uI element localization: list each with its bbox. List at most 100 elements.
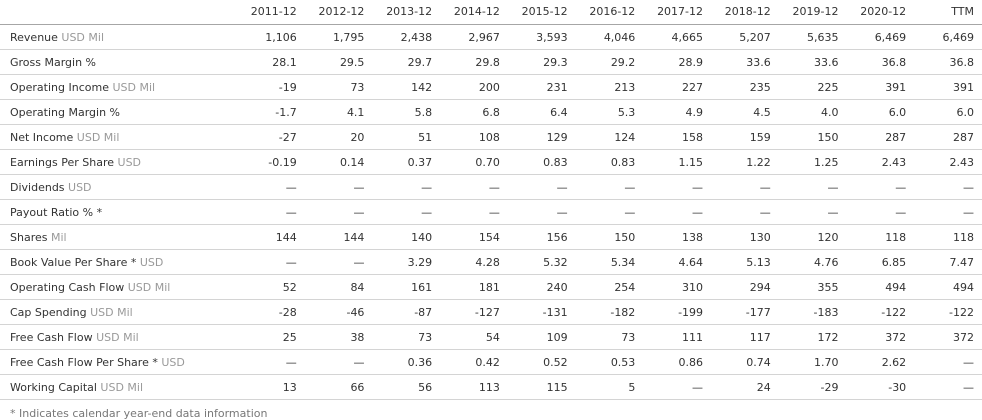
value-cell: 0.86 — [643, 349, 712, 375]
metric-unit: USD Mil — [57, 31, 105, 44]
calendar-year-footnote: * Indicates calendar year-end data infor… — [10, 407, 268, 420]
value-cell: 159 — [711, 124, 779, 150]
metric-label: Shares Mil — [0, 224, 237, 250]
period-column-header: 2013-12 — [372, 0, 441, 25]
metric-name: Revenue — [10, 31, 58, 44]
value-cell: -28 — [237, 299, 305, 325]
value-cell: 117 — [711, 324, 779, 350]
metric-name: Operating Cash Flow — [10, 281, 125, 294]
metric-unit: USD — [136, 256, 164, 269]
value-cell: — — [711, 199, 779, 225]
value-cell: 29.5 — [304, 49, 373, 75]
metric-label: Net Income USD Mil — [0, 124, 237, 150]
value-cell: 1.25 — [778, 149, 847, 175]
metric-label: Book Value Per Share * USD — [0, 249, 237, 275]
value-cell: — — [440, 199, 508, 225]
metric-name: Gross Margin % — [10, 56, 97, 69]
value-cell: -0.19 — [237, 149, 305, 175]
value-cell: — — [304, 349, 373, 375]
table-row: Book Value Per Share * USD — —3.29 4.28 5.32… — [0, 249, 982, 275]
metric-label: Revenue USD Mil — [0, 24, 237, 50]
value-cell: 294 — [711, 274, 779, 300]
value-cell: 0.37 — [372, 149, 441, 175]
value-cell: 4.76 — [778, 249, 847, 275]
value-cell: 254 — [575, 274, 644, 300]
value-cell: — — [914, 374, 982, 400]
value-cell: 129 — [507, 124, 576, 150]
period-column-header: 2020-12 — [846, 0, 915, 25]
value-cell: 494 — [846, 274, 915, 300]
period-column-header: 2019-12 — [778, 0, 847, 25]
period-column-header: TTM — [914, 0, 982, 25]
metric-label: Operating Margin % — [0, 99, 237, 125]
value-cell: — — [778, 199, 847, 225]
value-cell: 51 — [372, 124, 441, 150]
value-cell: 4.1 — [304, 99, 373, 125]
value-cell: — — [237, 199, 305, 225]
table-row: Operating Margin % -1.7 4.1 5.8 6.8 6.4 5.3 4.9… — [0, 99, 982, 125]
value-cell: 124 — [575, 124, 644, 150]
value-cell: 172 — [778, 324, 847, 350]
metric-name: Payout Ratio % * — [10, 206, 103, 219]
value-cell: -87 — [372, 299, 441, 325]
value-cell: -183 — [778, 299, 847, 325]
value-cell: -131 — [507, 299, 576, 325]
value-cell: 6.85 — [846, 249, 915, 275]
value-cell: 2.43 — [846, 149, 915, 175]
value-cell: 111 — [643, 324, 712, 350]
value-cell: 5.13 — [711, 249, 779, 275]
metric-label: Earnings Per Share USD — [0, 149, 237, 175]
table-row: Working Capital USD Mil 13 66 56 113 115 5—24-… — [0, 374, 982, 400]
value-cell: — — [440, 174, 508, 200]
value-cell: 24 — [711, 374, 779, 400]
value-cell: 150 — [778, 124, 847, 150]
value-cell: 113 — [440, 374, 508, 400]
value-cell: 6,469 — [914, 24, 982, 50]
value-cell: 138 — [643, 224, 712, 250]
value-cell: — — [643, 374, 712, 400]
value-cell: 0.74 — [711, 349, 779, 375]
metric-label: Payout Ratio % * — [0, 199, 237, 225]
value-cell: 355 — [778, 274, 847, 300]
value-cell: 150 — [575, 224, 644, 250]
value-cell: 391 — [914, 74, 982, 100]
value-cell: — — [643, 199, 712, 225]
value-cell: 287 — [846, 124, 915, 150]
value-cell: 158 — [643, 124, 712, 150]
value-cell: 391 — [846, 74, 915, 100]
value-cell: — — [507, 174, 576, 200]
value-cell: 142 — [372, 74, 441, 100]
value-cell: 154 — [440, 224, 508, 250]
value-cell: 2,967 — [440, 24, 508, 50]
value-cell: 156 — [507, 224, 576, 250]
metric-name: Working Capital — [10, 381, 97, 394]
value-cell: — — [643, 174, 712, 200]
value-cell: 84 — [304, 274, 373, 300]
value-cell: 1.22 — [711, 149, 779, 175]
table-row: Free Cash Flow Per Share * USD — —0.36 0.42… — [0, 349, 982, 375]
value-cell: 108 — [440, 124, 508, 150]
period-column-header: 2017-12 — [643, 0, 712, 25]
value-cell: 118 — [914, 224, 982, 250]
value-cell: 109 — [507, 324, 576, 350]
value-cell: 29.7 — [372, 49, 441, 75]
value-cell: -1.7 — [237, 99, 305, 125]
value-cell: 3,593 — [507, 24, 576, 50]
value-cell: 494 — [914, 274, 982, 300]
metric-unit: USD — [114, 156, 142, 169]
value-cell: 0.42 — [440, 349, 508, 375]
metric-label: Free Cash Flow Per Share * USD — [0, 349, 237, 375]
value-cell: 235 — [711, 74, 779, 100]
value-cell: -30 — [846, 374, 915, 400]
value-cell: -182 — [575, 299, 644, 325]
value-cell: — — [237, 349, 305, 375]
value-cell: 36.8 — [846, 49, 915, 75]
value-cell: 29.2 — [575, 49, 644, 75]
value-cell: 20 — [304, 124, 373, 150]
value-cell: 240 — [507, 274, 576, 300]
value-cell: — — [237, 174, 305, 200]
value-cell: 6.0 — [914, 99, 982, 125]
period-column-header: 2016-12 — [575, 0, 644, 25]
value-cell: 66 — [304, 374, 373, 400]
value-cell: 1.70 — [778, 349, 847, 375]
